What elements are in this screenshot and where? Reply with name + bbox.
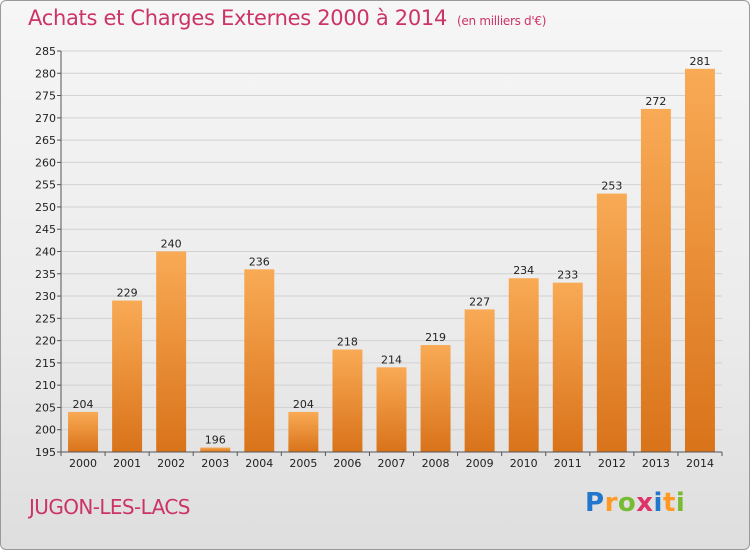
logo-letter: o (617, 488, 637, 518)
x-tick-label: 2000 (69, 457, 97, 470)
bar-value-label: 227 (469, 295, 490, 308)
place-name: JUGON-LES-LACS (29, 495, 190, 519)
bar (112, 300, 143, 452)
bar (376, 367, 407, 452)
y-tick-label: 240 (35, 246, 56, 259)
bar (288, 411, 319, 452)
bar-value-label: 236 (249, 255, 270, 268)
bar (684, 68, 715, 453)
bar (420, 345, 451, 452)
bar-value-label: 204 (73, 398, 94, 411)
y-tick-label: 245 (35, 223, 56, 236)
y-tick-label: 235 (35, 268, 56, 281)
bar (464, 309, 495, 452)
chart-subtitle: (en milliers d'€) (457, 14, 547, 28)
x-tick-label: 2005 (289, 457, 317, 470)
y-tick-label: 275 (35, 90, 56, 103)
x-tick-label: 2012 (598, 457, 626, 470)
y-tick-label: 225 (35, 312, 56, 325)
bars: 204 229 240 196 236 204 218 214 219 227 234 233 253 2… (68, 55, 715, 453)
logo-letter: t (662, 488, 676, 518)
y-tick-label: 250 (35, 201, 56, 214)
y-tick-label: 195 (35, 446, 56, 459)
y-axis: 195 200 205 210 215 220 225 230 235 240 245 250 255 2… (35, 45, 62, 459)
bar (640, 108, 671, 452)
y-tick-label: 285 (35, 45, 56, 58)
y-tick-label: 230 (35, 290, 56, 303)
x-tick-label: 2014 (686, 457, 714, 470)
y-tick-label: 280 (35, 67, 56, 80)
bar (332, 349, 363, 452)
bar (200, 447, 231, 452)
y-tick-label: 215 (35, 357, 56, 370)
x-tick-label: 2008 (422, 457, 450, 470)
x-tick-label: 2013 (642, 457, 670, 470)
bar (552, 282, 583, 452)
x-tick-label: 2004 (245, 457, 273, 470)
bar-value-label: 218 (337, 336, 358, 349)
y-tick-label: 205 (35, 401, 56, 414)
bar (244, 269, 275, 452)
logo-letter: i (653, 488, 663, 518)
bar (68, 411, 99, 452)
y-tick-label: 270 (35, 112, 56, 125)
bar-value-label: 219 (425, 331, 446, 344)
x-tick-label: 2011 (554, 457, 582, 470)
y-tick-label: 220 (35, 335, 56, 348)
bar-value-label: 196 (205, 434, 226, 447)
bar-value-label: 204 (293, 398, 314, 411)
bar-value-label: 253 (601, 180, 622, 193)
bar-value-label: 229 (117, 287, 138, 300)
y-tick-label: 260 (35, 156, 56, 169)
y-tick-label: 265 (35, 134, 56, 147)
logo-letter: x (636, 488, 654, 518)
x-tick-label: 2001 (113, 457, 141, 470)
bar-value-label: 281 (689, 55, 710, 68)
logo-letter: i (675, 488, 686, 518)
chart-title-text: Achats et Charges Externes 2000 à 2014 (28, 6, 448, 30)
x-tick-label: 2006 (333, 457, 361, 470)
bar-value-label: 214 (381, 353, 402, 366)
bar (156, 251, 187, 452)
x-tick-label: 2010 (510, 457, 538, 470)
bar-value-label: 240 (161, 238, 182, 251)
logo-letter: P (585, 488, 605, 518)
x-tick-label: 2007 (378, 457, 406, 470)
x-tick-label: 2002 (157, 457, 185, 470)
bar (508, 278, 539, 452)
logo-letter: r (604, 488, 618, 518)
y-tick-label: 210 (35, 379, 56, 392)
y-tick-label: 200 (35, 424, 56, 437)
x-tick-label: 2009 (466, 457, 494, 470)
x-axis: 2000 2001 2002 2003 2004 2005 2006 2007 2008 2009… (60, 451, 723, 470)
bar-value-label: 272 (645, 95, 666, 108)
bar-value-label: 234 (513, 264, 534, 277)
proxiti-logo: Proxiti (585, 488, 685, 518)
x-tick-label: 2003 (201, 457, 229, 470)
bar-value-label: 233 (557, 269, 578, 282)
bar (596, 193, 627, 453)
chart-title: Achats et Charges Externes 2000 à 2014 (e… (28, 6, 546, 30)
y-tick-label: 255 (35, 179, 56, 192)
